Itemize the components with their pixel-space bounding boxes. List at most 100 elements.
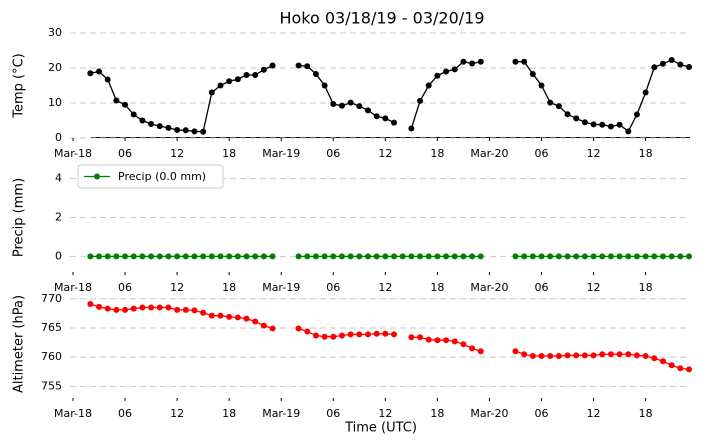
data-point [269,62,276,69]
data-point [252,318,259,325]
data-point [434,337,441,344]
x-tick-label: Mar-19 [262,407,300,420]
data-point [642,89,649,96]
data-point [96,68,103,75]
data-point [139,304,146,311]
data-point [555,352,562,359]
data-point [607,123,614,130]
data-point [295,253,302,260]
data-point [382,115,389,122]
data-point [364,253,371,260]
data-point [512,348,519,355]
data-point [417,334,424,341]
data-point [633,111,640,118]
data-point [625,253,632,260]
data-point [165,124,172,131]
y-tick-label: 765 [41,321,62,334]
data-point [191,253,198,260]
x-tick-label: 12 [170,281,184,294]
data-point [356,103,363,110]
data-point [425,253,432,260]
x-axis-label: Time (UTC) [344,421,417,436]
data-point [547,99,554,106]
x-tick-label: 06 [535,147,549,160]
y-tick-label: 4 [55,172,62,185]
data-point [330,333,337,340]
data-point [156,253,163,260]
chart-title: Hoko 03/18/19 - 03/20/19 [279,9,484,28]
data-point [599,253,606,260]
data-point [234,253,241,260]
data-point [104,253,111,260]
data-point [573,115,580,122]
data-point [87,253,94,260]
data-point [477,253,484,260]
y-tick-label: 0 [55,131,62,144]
data-point [477,348,484,355]
data-point [512,253,519,260]
data-point [677,253,684,260]
data-point [538,82,545,89]
data-point [434,72,441,79]
data-point [599,351,606,358]
data-point [208,253,215,260]
data-point [686,63,692,70]
y-tick-label: 770 [41,292,62,305]
data-point [139,117,146,124]
x-tick-label: 18 [639,407,653,420]
x-tick-label: 12 [587,281,601,294]
data-point [686,253,692,260]
data-point [477,58,484,65]
data-point [521,351,528,358]
x-tick-label: 12 [378,407,392,420]
data-point [234,314,241,321]
x-tick-label: 12 [170,147,184,160]
x-tick-label: Mar-19 [262,147,300,160]
data-point [356,253,363,260]
x-tick-label: 18 [639,147,653,160]
data-point [234,76,241,83]
data-point [651,253,658,260]
data-point [321,253,328,260]
data-point [564,111,571,118]
data-point [451,253,458,260]
data-point [373,113,380,120]
x-tick-label: 06 [326,281,340,294]
data-point [122,101,129,108]
data-point [469,253,476,260]
data-point [677,365,684,372]
data-point [443,253,450,260]
x-tick-label: 06 [118,147,132,160]
data-point [581,253,588,260]
data-point [87,301,94,308]
data-point [573,253,580,260]
data-point [417,253,424,260]
data-point [347,99,354,106]
y-axis-label: Temp (°C) [12,53,27,119]
data-point [200,128,207,135]
data-point [165,253,172,260]
data-point [512,58,519,65]
x-tick-label: Mar-19 [262,281,300,294]
data-point [521,253,528,260]
data-point [182,127,189,134]
data-point [252,253,259,260]
x-tick-label: 12 [378,147,392,160]
data-point [651,64,658,71]
data-point [581,119,588,126]
data-point [686,366,692,373]
data-point [564,352,571,359]
data-point [607,253,614,260]
data-point [338,102,345,109]
data-point [130,305,137,312]
data-point [364,331,371,338]
data-point [260,322,267,329]
x-tick-label: 12 [170,407,184,420]
data-point [469,60,476,67]
data-point [659,358,666,365]
data-point [252,72,259,78]
y-axis-label: Altimeter (hPa) [12,295,27,393]
legend-box [77,164,224,189]
data-point [104,76,111,83]
data-point [226,253,233,260]
